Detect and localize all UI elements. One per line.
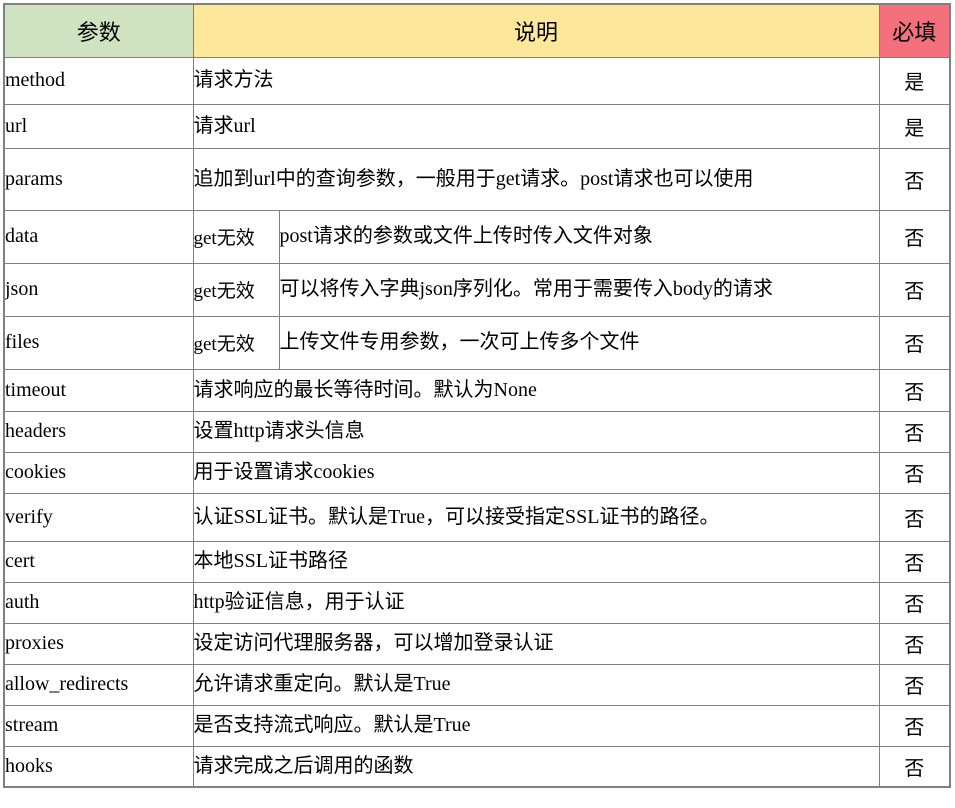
- table-row: data get无效 post请求的参数或文件上传时传入文件对象否: [3, 209, 951, 264]
- table-row: cookies 用于设置请求cookies 否: [3, 451, 951, 494]
- param-description-cell: 是否支持流式响应。默认是True: [192, 704, 880, 747]
- param-note-cell: get无效: [192, 315, 280, 370]
- param-description-cell: 用于设置请求cookies: [192, 451, 880, 494]
- table-row: method 请求方法是: [3, 56, 951, 105]
- param-description-cell: 设定访问代理服务器，可以增加登录认证: [192, 622, 880, 665]
- param-name-cell: hooks: [3, 745, 194, 788]
- param-required-cell: 否: [878, 262, 951, 317]
- param-required-cell: 是: [878, 56, 951, 105]
- param-required-cell: 否: [878, 410, 951, 453]
- param-required-cell: 是: [878, 103, 951, 149]
- table-header: 参数 说明 必填: [3, 3, 951, 58]
- param-note-cell: get无效: [192, 209, 280, 264]
- param-description-cell: 请求方法: [192, 56, 880, 105]
- table-row: cert 本地SSL证书路径否: [3, 540, 951, 583]
- table-row: allow_redirects 允许请求重定向。默认是True 否: [3, 663, 951, 706]
- table-row: hooks 请求完成之后调用的函数否: [3, 745, 951, 788]
- table-header-row: 参数 说明 必填: [3, 3, 951, 58]
- table-row: verify 认证SSL证书。默认是True，可以接受指定SSL证书的路径。否: [3, 492, 951, 542]
- param-required-cell: 否: [878, 147, 951, 211]
- param-name-cell: params: [3, 147, 194, 211]
- param-required-cell: 否: [878, 581, 951, 624]
- param-required-cell: 否: [878, 704, 951, 747]
- table-row: proxies 设定访问代理服务器，可以增加登录认证否: [3, 622, 951, 665]
- param-name-cell: files: [3, 315, 194, 370]
- param-required-cell: 否: [878, 745, 951, 788]
- param-description-cell: 请求url: [192, 103, 880, 149]
- param-required-cell: 否: [878, 540, 951, 583]
- param-required-cell: 否: [878, 368, 951, 412]
- param-required-cell: 否: [878, 622, 951, 665]
- param-name-cell: json: [3, 262, 194, 317]
- param-description-cell: 本地SSL证书路径: [192, 540, 880, 583]
- param-name-cell: timeout: [3, 368, 194, 412]
- param-description-cell: post请求的参数或文件上传时传入文件对象: [278, 209, 880, 264]
- param-name-cell: method: [3, 56, 194, 105]
- table-row: headers 设置http请求头信息否: [3, 410, 951, 453]
- param-description-cell: 允许请求重定向。默认是True: [192, 663, 880, 706]
- param-note-cell: get无效: [192, 262, 280, 317]
- param-name-cell: url: [3, 103, 194, 149]
- parameter-table-container: 参数 说明 必填 method 请求方法是 url 请求url 是 params 追加到ur…: [3, 3, 952, 788]
- table-body: method 请求方法是 url 请求url 是 params 追加到url中的查询参数，一…: [3, 56, 951, 788]
- param-name-cell: cookies: [3, 451, 194, 494]
- table-row: params 追加到url中的查询参数，一般用于get请求。post请求也可以使用…: [3, 147, 951, 211]
- param-name-cell: cert: [3, 540, 194, 583]
- param-name-cell: data: [3, 209, 194, 264]
- request-parameter-table: 参数 说明 必填 method 请求方法是 url 请求url 是 params 追加到ur…: [3, 3, 952, 788]
- param-name-cell: verify: [3, 492, 194, 542]
- column-header-param: 参数: [3, 3, 194, 58]
- param-required-cell: 否: [878, 315, 951, 370]
- table-row: auth http验证信息，用于认证否: [3, 581, 951, 624]
- param-description-cell: 认证SSL证书。默认是True，可以接受指定SSL证书的路径。: [192, 492, 880, 542]
- column-header-description: 说明: [192, 3, 880, 58]
- param-name-cell: auth: [3, 581, 194, 624]
- param-description-cell: http验证信息，用于认证: [192, 581, 880, 624]
- table-row: stream 是否支持流式响应。默认是True 否: [3, 704, 951, 747]
- param-description-cell: 上传文件专用参数，一次可上传多个文件: [278, 315, 880, 370]
- param-description-cell: 设置http请求头信息: [192, 410, 880, 453]
- param-name-cell: proxies: [3, 622, 194, 665]
- table-row: url 请求url 是: [3, 103, 951, 149]
- param-required-cell: 否: [878, 663, 951, 706]
- param-required-cell: 否: [878, 492, 951, 542]
- param-description-cell: 追加到url中的查询参数，一般用于get请求。post请求也可以使用: [192, 147, 880, 211]
- param-description-cell: 可以将传入字典json序列化。常用于需要传入body的请求: [278, 262, 880, 317]
- param-name-cell: allow_redirects: [3, 663, 194, 706]
- table-row: json get无效 可以将传入字典json序列化。常用于需要传入body的请求否: [3, 262, 951, 317]
- param-required-cell: 否: [878, 209, 951, 264]
- param-name-cell: stream: [3, 704, 194, 747]
- table-row: timeout 请求响应的最长等待时间。默认为None 否: [3, 368, 951, 412]
- param-required-cell: 否: [878, 451, 951, 494]
- param-description-cell: 请求完成之后调用的函数: [192, 745, 880, 788]
- table-row: files get无效 上传文件专用参数，一次可上传多个文件否: [3, 315, 951, 370]
- param-description-cell: 请求响应的最长等待时间。默认为None: [192, 368, 880, 412]
- column-header-required: 必填: [878, 3, 951, 58]
- param-name-cell: headers: [3, 410, 194, 453]
